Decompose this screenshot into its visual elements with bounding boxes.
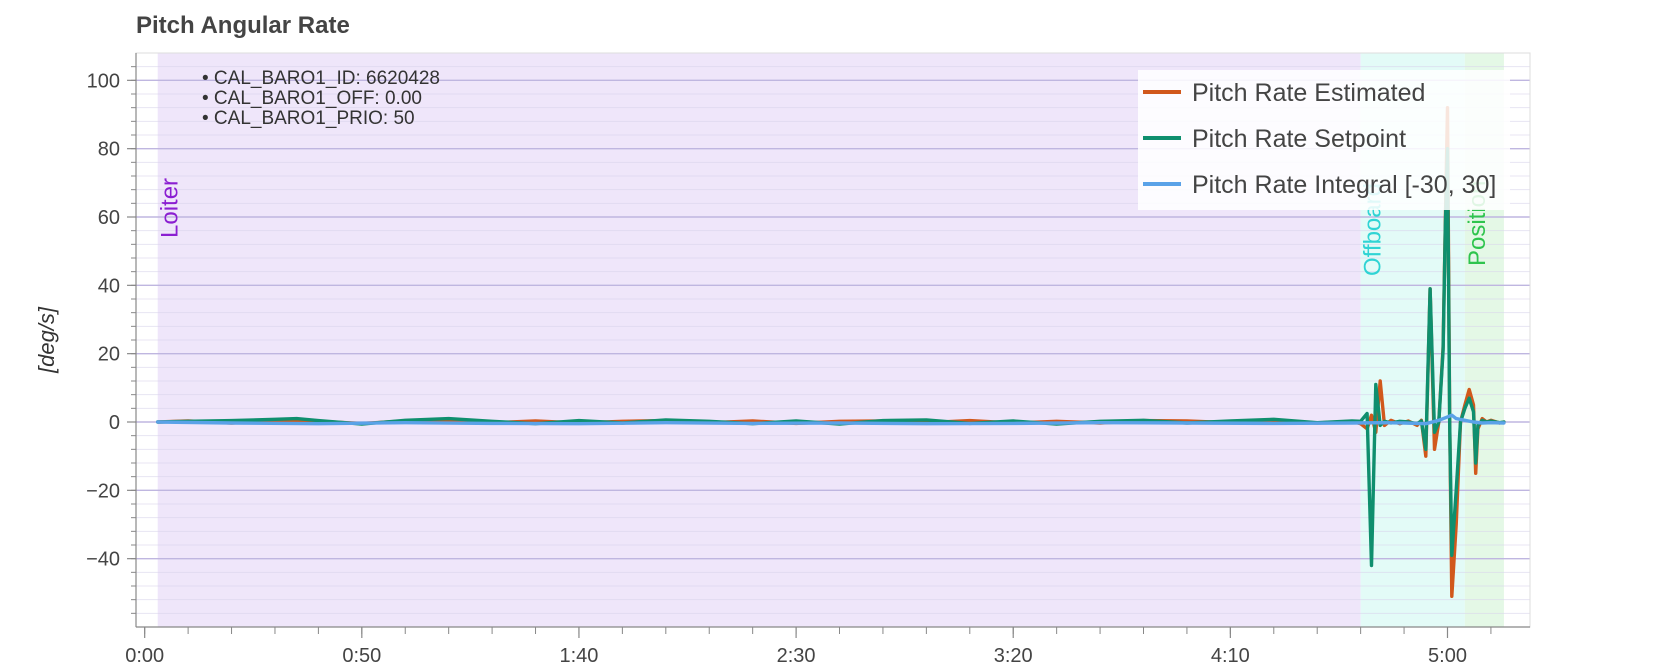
y-tick-label: −20 [86, 480, 120, 502]
y-tick-label: 100 [87, 70, 120, 92]
x-tick-label: 0:50 [342, 645, 381, 667]
x-tick-label: 2:30 [777, 645, 816, 667]
legend: Pitch Rate Estimated Pitch Rate Setpoint P… [1138, 70, 1510, 210]
legend-label-2: Pitch Rate Setpoint [1192, 125, 1406, 153]
axes-layer: 100 80 60 40 20 0 −20 −40 0:00 0:50 1:40 2:30 3:20 4:… [86, 52, 1531, 667]
x-tick-label: 3:20 [994, 645, 1033, 667]
y-tick-label: 60 [98, 207, 120, 229]
y-tick-label: −40 [86, 549, 120, 571]
x-tick-label: 5:00 [1428, 645, 1467, 667]
legend-label-1: Pitch Rate Estimated [1192, 79, 1425, 107]
y-tick-label: 40 [98, 275, 120, 297]
x-tick-label: 4:10 [1211, 645, 1250, 667]
x-tick-label: 0:00 [125, 645, 164, 667]
legend-background [1138, 70, 1510, 210]
param-annotation: • CAL_BARO1_OFF: 0.00 [202, 88, 422, 109]
chart-title: Pitch Angular Rate [136, 12, 350, 39]
series-line-3 [155, 413, 1506, 426]
y-axis-label: [deg/s] [34, 306, 59, 374]
y-tick-label: 80 [98, 139, 120, 161]
param-annotation: • CAL_BARO1_PRIO: 50 [202, 108, 415, 129]
series-layer [155, 105, 1506, 598]
labels-layer: [deg/s]Loiter Offboard Position• CAL_BARO1… [34, 68, 1491, 374]
param-annotation: • CAL_BARO1_ID: 6620428 [202, 68, 440, 89]
y-tick-label: 0 [109, 412, 120, 434]
mode-label-loiter: Loiter [157, 178, 184, 238]
legend-label-3: Pitch Rate Integral [-30, 30] [1192, 171, 1496, 199]
y-tick-label: 20 [98, 344, 120, 366]
x-tick-label: 1:40 [559, 645, 598, 667]
